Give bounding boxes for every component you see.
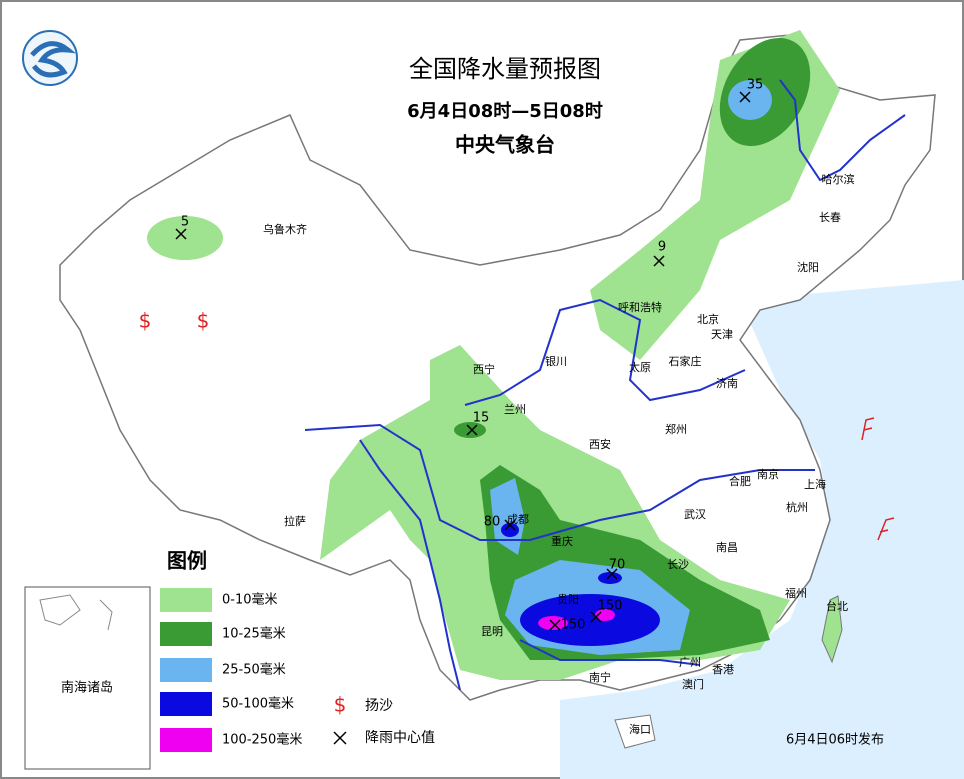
rain-center-marker — [606, 568, 618, 580]
sand-symbol: $ — [334, 693, 347, 717]
legend-label: 25-50毫米 — [222, 662, 286, 678]
legend-title: 图例 — [167, 549, 207, 573]
city-label: 南昌 — [716, 541, 738, 554]
rain-area — [598, 572, 622, 584]
rain-center-marker — [549, 619, 561, 631]
rain-center-value: 9 — [658, 240, 666, 255]
city-label: 郑州 — [665, 422, 687, 436]
city-label: 拉萨 — [284, 514, 306, 528]
legend-center: 降雨中心值 — [365, 730, 435, 746]
inset-label: 南海诸岛 — [61, 680, 113, 696]
city-label: 乌鲁木齐 — [263, 222, 307, 236]
city-label: 南京 — [757, 467, 779, 481]
city-label: 福州 — [785, 586, 807, 600]
issuer: 中央气象台 — [455, 133, 555, 157]
city-label: 银川 — [545, 354, 567, 368]
city-label: 香港 — [712, 663, 734, 676]
rain-area — [490, 478, 525, 555]
legend-sand: 扬沙 — [365, 698, 393, 714]
title: 全国降水量预报图 — [409, 55, 601, 83]
city-label: 广州 — [679, 656, 701, 669]
rain-center-value: 70 — [609, 558, 626, 573]
rain-area — [454, 422, 486, 438]
city-label: 太原 — [629, 361, 651, 374]
river — [779, 79, 906, 182]
inset — [24, 586, 151, 770]
legend-label: 100-250毫米 — [222, 732, 302, 748]
rain-areas — [147, 30, 840, 680]
city-label: 昆明 — [481, 625, 503, 638]
legend-swatch — [160, 728, 212, 752]
sand-marker: $ — [197, 309, 210, 333]
city-label: 杭州 — [786, 500, 808, 514]
rain-center-value: 35 — [747, 78, 764, 93]
city-label: 沈阳 — [797, 260, 819, 274]
sea — [560, 280, 964, 779]
city-label: 海口 — [629, 722, 651, 736]
legend-label: 10-25毫米 — [222, 626, 286, 642]
city-label: 兰州 — [504, 403, 526, 416]
city-label: 南宁 — [589, 670, 611, 684]
city-label: 武汉 — [684, 508, 706, 521]
city-label: 台北 — [826, 599, 848, 613]
legend-swatch — [160, 658, 212, 682]
legend-swatch — [160, 692, 212, 716]
inset-coast — [39, 594, 113, 631]
rain-area — [520, 594, 660, 646]
period: 6月4日08时—5日08时 — [407, 101, 603, 122]
rain-center-marker — [590, 611, 602, 623]
logo — [22, 30, 78, 86]
legend-label: 50-100毫米 — [222, 696, 294, 712]
rain-center-marker — [504, 519, 516, 531]
city-label: 重庆 — [551, 534, 573, 548]
footer: 6月4日06时发布 — [786, 732, 884, 748]
city-label: 贵阳 — [557, 593, 579, 606]
rain-center-value: 80 — [484, 515, 501, 530]
city-label: 上海 — [804, 477, 826, 491]
river — [464, 298, 746, 406]
rain-area — [501, 523, 519, 537]
city-label: 济南 — [716, 376, 738, 390]
labels: 乌鲁木齐 哈尔滨长春沈阳呼和浩特北京天津银川太原 石家庄济南 西宁兰州西安 郑州合肥南京… — [139, 78, 855, 737]
taiwan — [821, 595, 843, 664]
rain-center-marker — [466, 424, 478, 436]
river — [519, 639, 701, 666]
legend-swatch — [160, 622, 212, 646]
river — [304, 423, 815, 541]
center-symbol — [333, 731, 347, 745]
rain-center-marker — [739, 91, 751, 103]
rain-center-value: 15 — [473, 411, 490, 426]
city-label: 哈尔滨 — [822, 172, 855, 186]
city-label: 呼和浩特 — [618, 300, 662, 314]
rain-area — [728, 80, 772, 120]
river — [359, 439, 461, 691]
city-label: 西安 — [589, 437, 611, 451]
city-label: 西宁 — [473, 362, 495, 376]
legend-swatch — [160, 588, 212, 612]
city-label: 天津 — [711, 328, 733, 341]
rain-center-value: 150 — [598, 599, 623, 614]
hainan — [614, 714, 656, 749]
rain-center-marker — [653, 255, 665, 267]
wind-barb — [861, 417, 895, 541]
rain-center-value: 5 — [181, 215, 189, 230]
city-label: 石家庄 — [669, 354, 702, 368]
city-label: 长沙 — [667, 558, 689, 571]
city-label: 长春 — [819, 211, 841, 224]
city-label: 澳门 — [682, 677, 704, 691]
rain-center-value: 150 — [561, 618, 586, 633]
city-label: 合肥 — [729, 474, 751, 488]
city-label: 北京 — [697, 312, 719, 326]
rain-center-marker — [175, 228, 187, 240]
sand-marker: $ — [139, 309, 152, 333]
legend-label: 0-10毫米 — [222, 592, 278, 608]
